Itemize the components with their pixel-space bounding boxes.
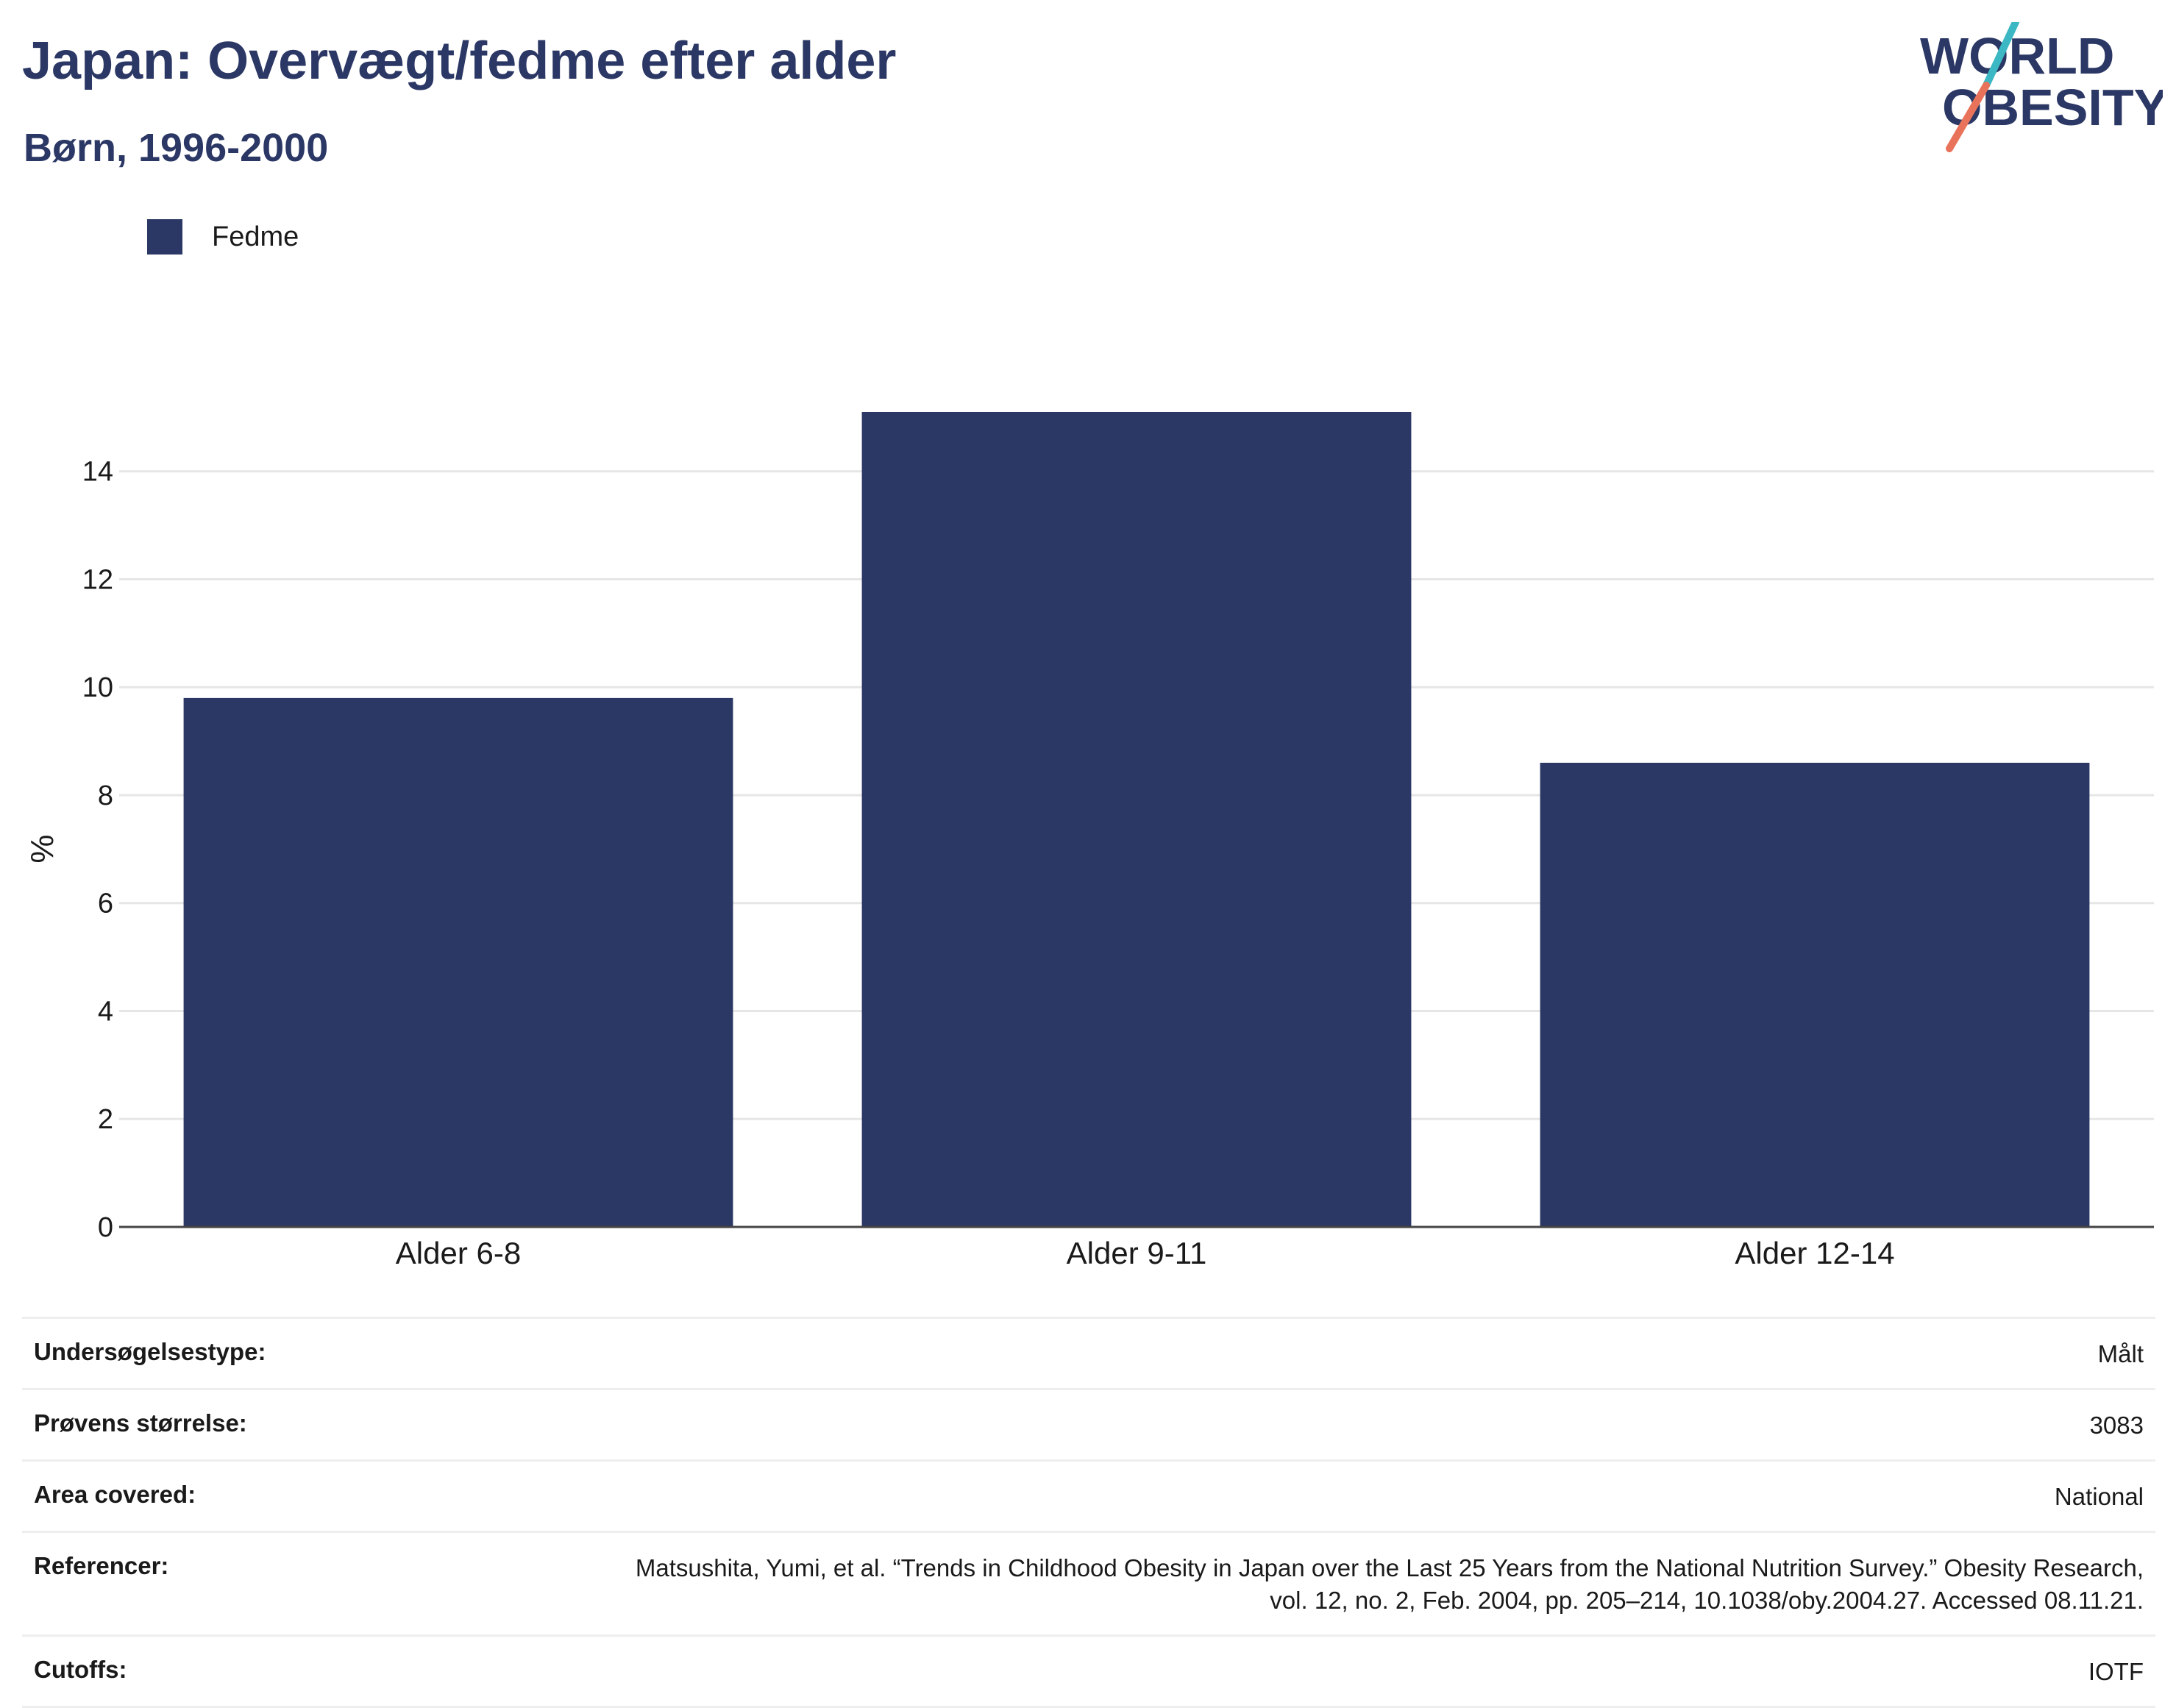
meta-row-references: Referencer: Matsushita, Yumi, et al. “Tr… — [22, 1531, 2155, 1634]
y-tick-label: 4 — [98, 996, 113, 1027]
metadata-table: Undersøgelsestype: Målt Prøvens størrels… — [22, 1317, 2155, 1708]
y-tick-label: 0 — [98, 1212, 113, 1243]
logo-slash-teal — [1983, 22, 2019, 89]
x-tick-label: Alder 12-14 — [1735, 1236, 1894, 1270]
meta-key: Area covered: — [34, 1481, 196, 1508]
meta-row-sample-size: Prøvens størrelse: 3083 — [22, 1388, 2155, 1459]
bar-chart: 0 2 4 6 8 10 12 14% Alder 6-8 Alder 9-11 Alder 12-… — [24, 412, 2154, 1270]
y-tick-label: 8 — [98, 780, 113, 811]
bar — [861, 412, 1412, 1227]
logo-slash-coral — [1946, 82, 1990, 152]
page-subtitle: Børn, 1996-2000 — [24, 126, 329, 170]
meta-value: 3083 — [2089, 1412, 2144, 1439]
y-tick-label: 10 — [82, 672, 113, 703]
logo-text-obesity: OBESITY — [1942, 79, 2163, 136]
meta-value: National — [2054, 1483, 2144, 1510]
meta-value: IOTF — [2088, 1658, 2144, 1685]
meta-value: Matsushita, Yumi, et al. “Trends in Chil… — [635, 1554, 2144, 1614]
meta-key: Undersøgelsestype: — [34, 1338, 266, 1365]
legend-label-fedme: Fedme — [212, 221, 299, 252]
y-tick-label: 2 — [98, 1104, 113, 1135]
chart-legend: Fedme — [147, 219, 299, 255]
x-tick-label: Alder 6-8 — [396, 1236, 521, 1270]
meta-value: Målt — [2097, 1340, 2144, 1367]
meta-row-cutoffs: Cutoffs: IOTF — [22, 1634, 2155, 1708]
page-title: Japan: Overvægt/fedme efter alder — [22, 32, 897, 90]
meta-key: Referencer: — [34, 1552, 169, 1579]
bar — [1540, 762, 2090, 1227]
y-axis-label: % — [24, 834, 60, 863]
meta-key: Prøvens størrelse: — [34, 1409, 247, 1437]
meta-key: Cutoffs: — [34, 1656, 127, 1683]
y-tick-label: 12 — [82, 564, 113, 595]
x-tick-label: Alder 9-11 — [1067, 1236, 1207, 1270]
meta-row-area-covered: Area covered: National — [22, 1459, 2155, 1531]
y-tick-label: 6 — [98, 889, 113, 919]
legend-swatch-fedme — [147, 219, 182, 255]
y-tick-label: 14 — [82, 457, 113, 488]
meta-row-survey-type: Undersøgelsestype: Målt — [22, 1317, 2155, 1388]
bar — [183, 697, 733, 1227]
world-obesity-logo: WORLD OBESITY — [1920, 22, 2163, 152]
logo-text-world: WORLD — [1920, 27, 2114, 85]
